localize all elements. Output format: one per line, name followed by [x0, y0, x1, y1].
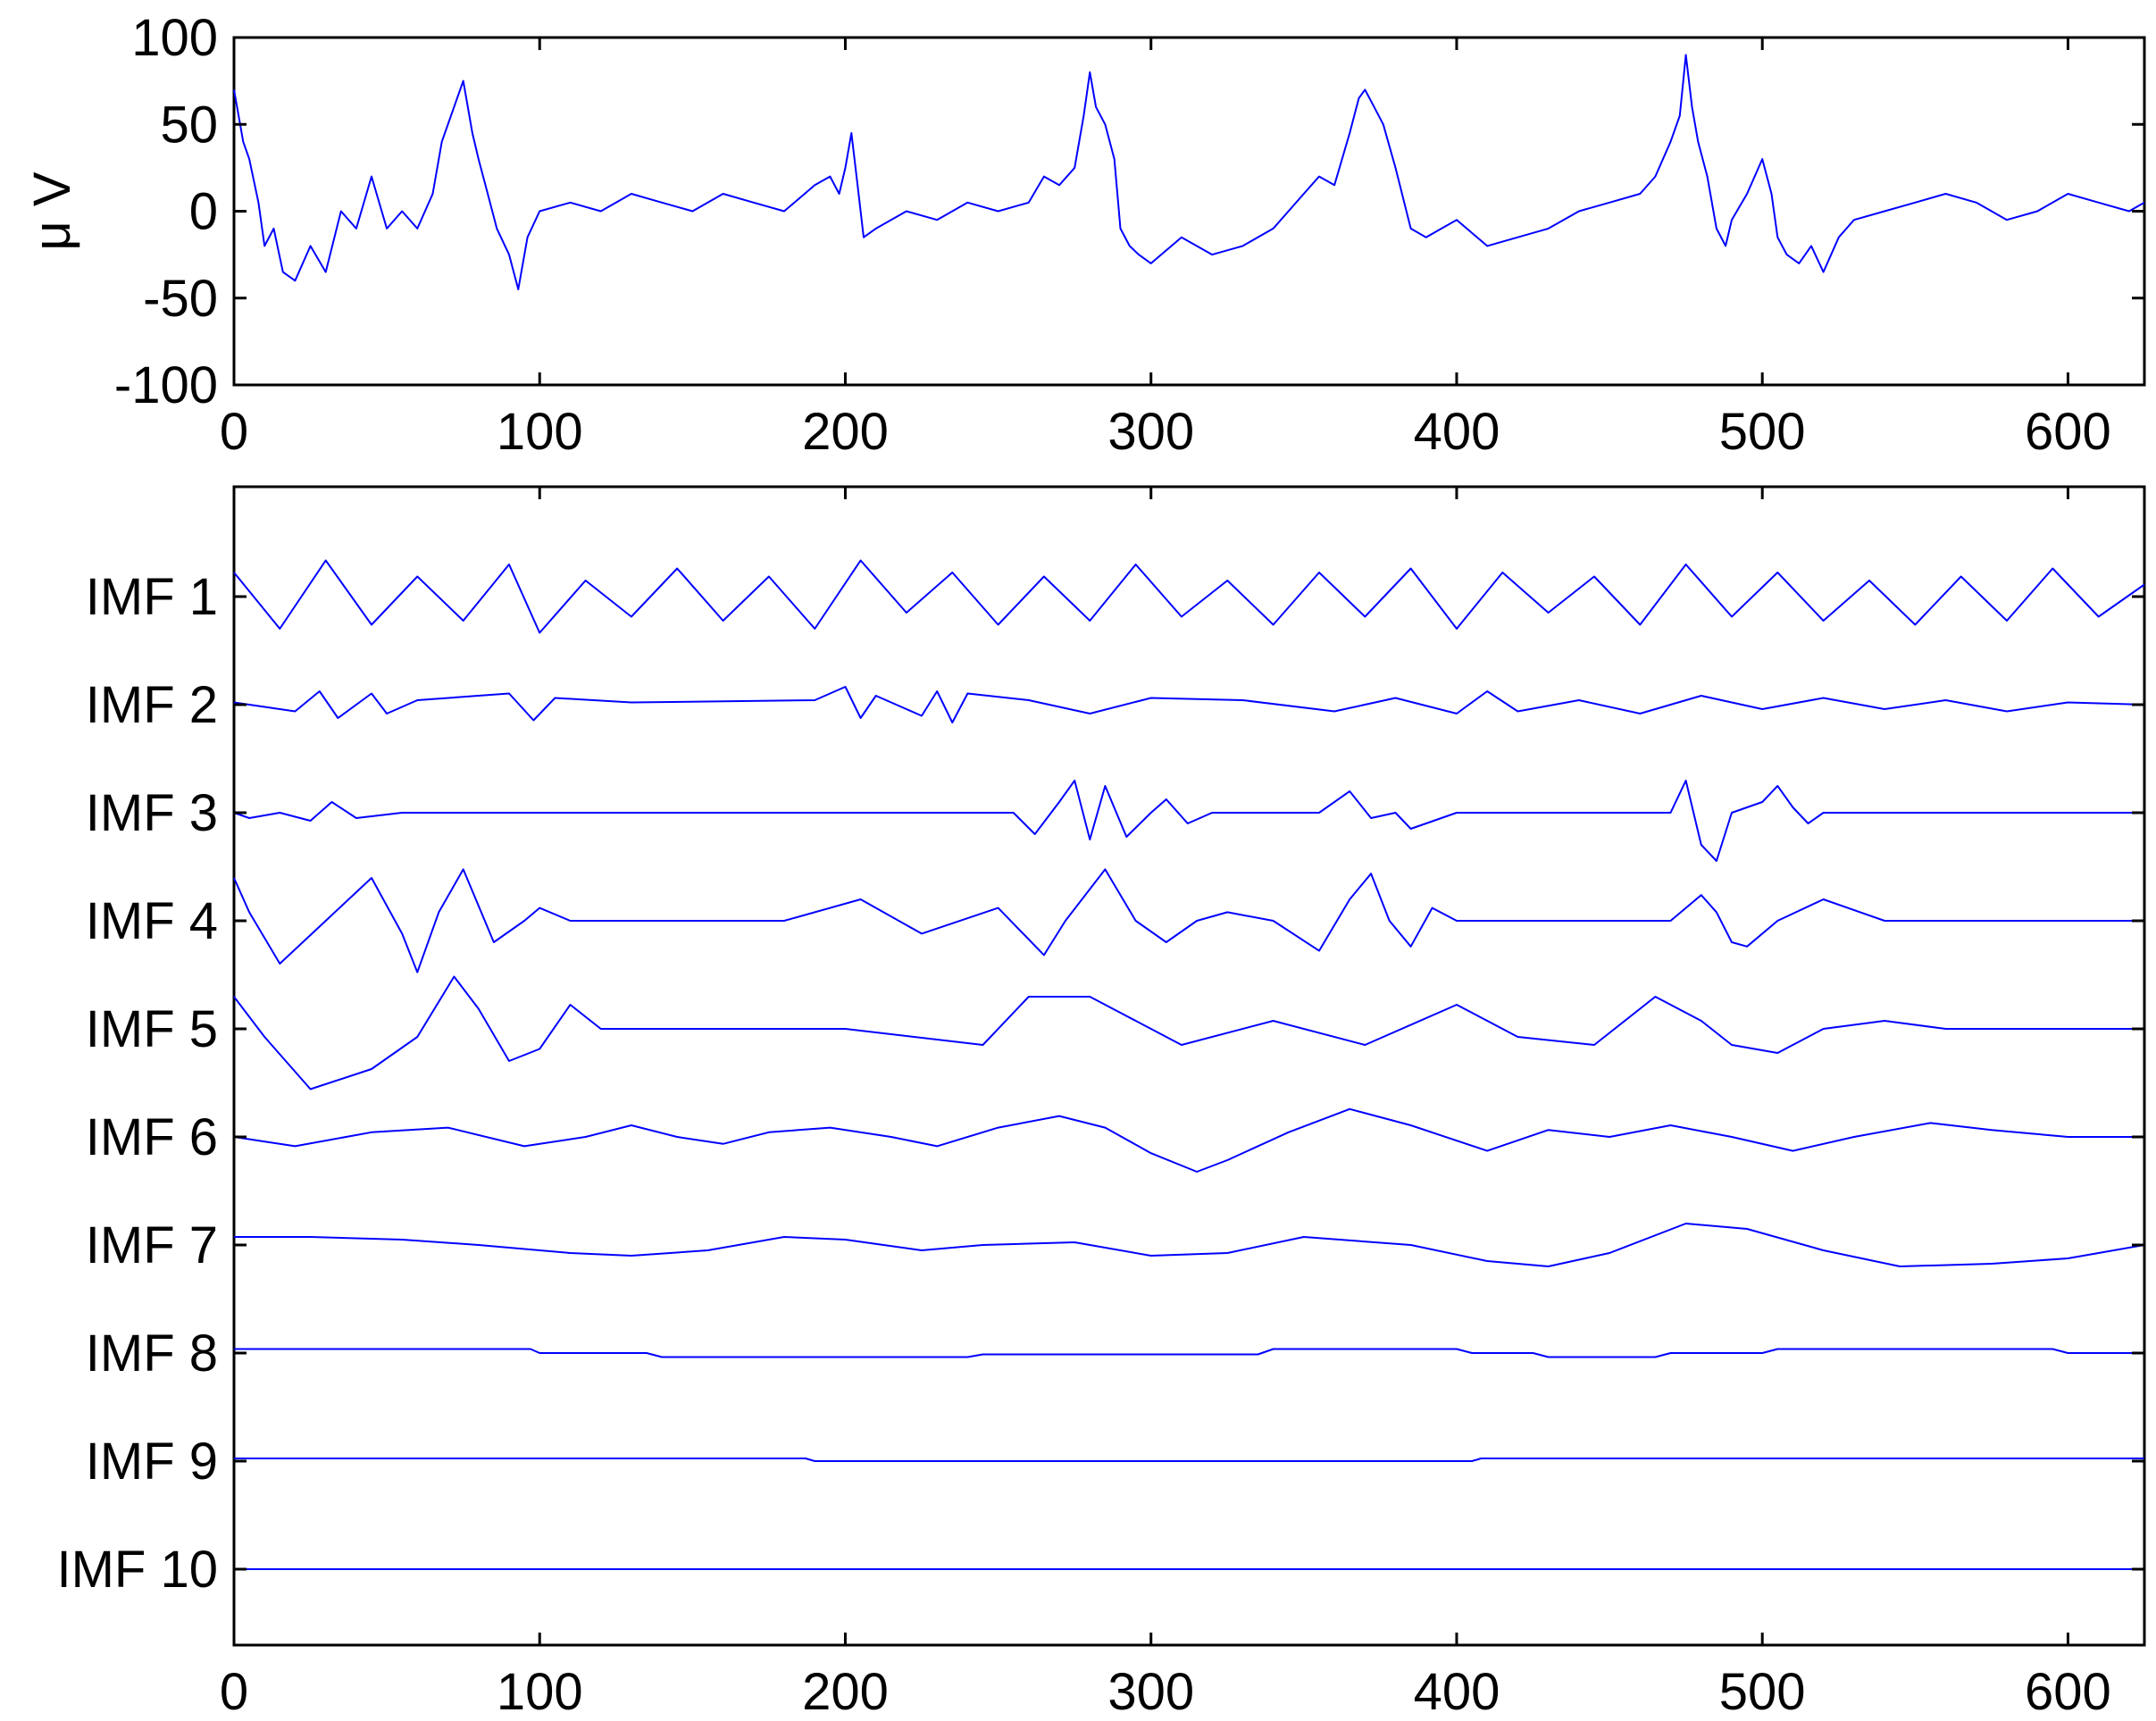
- signal-y-tick-label: 100: [131, 9, 218, 67]
- signal-x-tick-label: 0: [220, 403, 248, 461]
- signal-panel: 0 100 200 300 400 500 600 -100 -50 0 50 100 μ V: [23, 9, 2146, 461]
- signal-x-tick-label: 400: [1414, 403, 1500, 461]
- imf-trace-line: [233, 686, 2145, 723]
- imf-x-tick-label: 0: [220, 1663, 248, 1721]
- imf-x-tick-label: 500: [1719, 1663, 1806, 1721]
- signal-axes-frame: [232, 36, 2146, 387]
- imf-trace-line: [234, 1348, 2144, 1358]
- imf-row-label: IMF 4: [86, 892, 218, 950]
- signal-x-tick-label: 300: [1107, 403, 1194, 461]
- imf-trace-line: [233, 975, 2144, 1090]
- signal-y-tick-label: 0: [189, 183, 218, 241]
- imf-trace-line: [233, 780, 2144, 862]
- imf-trace-line: [234, 1458, 2144, 1462]
- signal-y-tick-label: -50: [143, 270, 218, 328]
- signal-x-tick-label: 200: [802, 403, 889, 461]
- imf-row-label: IMF 2: [86, 676, 218, 734]
- imf-row-label: IMF 10: [57, 1541, 219, 1599]
- imf-trace-line: [233, 868, 2144, 973]
- imf-trace-line: [234, 1223, 2145, 1267]
- signal-trace-layer: [233, 54, 2145, 290]
- imf-trace-line: [233, 1107, 2144, 1173]
- imf-row-label: IMF 5: [86, 1000, 218, 1058]
- imf-axes-frame: [232, 485, 2146, 1647]
- imf-x-tick-label: 200: [802, 1663, 889, 1721]
- signal-x-tick-label: 100: [497, 403, 583, 461]
- imf-row-label: IMF 7: [86, 1216, 218, 1274]
- imf-row-label: IMF 9: [86, 1433, 218, 1491]
- imf-axis-ticks: 0 100 200 300 400 500 600 IMF 1 IMF 2 IMF 3 IMF 4 I…: [57, 487, 2144, 1721]
- signal-trace-line: [233, 54, 2145, 290]
- imf-trace-layer: [233, 559, 2145, 1570]
- signal-x-tick-label: 500: [1719, 403, 1806, 461]
- signal-y-tick-label: 50: [160, 96, 218, 154]
- imf-row-label: IMF 8: [86, 1324, 218, 1383]
- signal-y-axis-label: μ V: [23, 171, 81, 251]
- signal-x-tick-label: 600: [2025, 403, 2111, 461]
- imf-trace-line: [233, 559, 2145, 634]
- imf-row-label: IMF 1: [86, 568, 218, 626]
- imf-panel: 0 100 200 300 400 500 600 IMF 1 IMF 2 IMF 3 IMF 4 I…: [57, 485, 2146, 1721]
- imf-x-tick-label: 300: [1107, 1663, 1194, 1721]
- imf-x-tick-label: 600: [2025, 1663, 2111, 1721]
- imf-x-tick-label: 400: [1414, 1663, 1500, 1721]
- signal-axis-ticks: 0 100 200 300 400 500 600 -100 -50 0 50 100: [114, 9, 2144, 461]
- imf-row-label: IMF 3: [86, 784, 218, 842]
- signal-y-tick-label: -100: [114, 356, 218, 414]
- imf-x-tick-label: 100: [497, 1663, 583, 1721]
- imf-row-label: IMF 6: [86, 1108, 218, 1166]
